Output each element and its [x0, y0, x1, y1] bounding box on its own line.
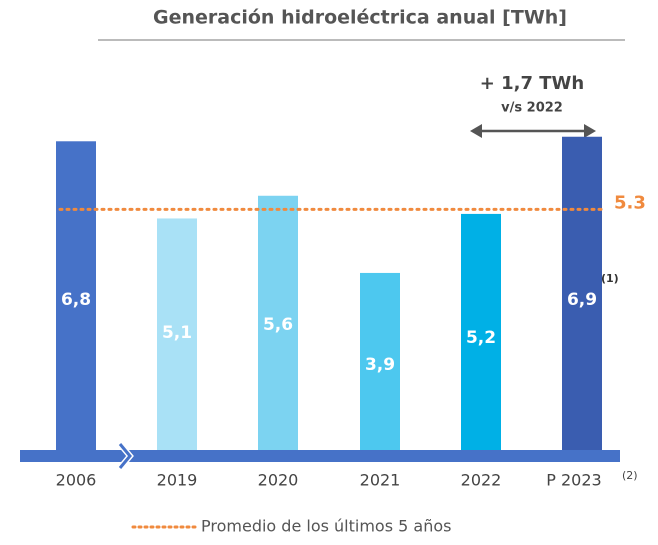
chart-title: Generación hidroeléctrica anual [TWh] [153, 7, 567, 29]
category-note: (2) [622, 469, 638, 482]
value-label: 6,8 [61, 290, 91, 310]
bar [360, 272, 400, 450]
bar [562, 136, 602, 451]
x-tick-label: 2020 [258, 471, 299, 490]
bar [56, 141, 96, 450]
average-label: 5.3 [614, 192, 646, 213]
bar [258, 195, 298, 450]
comparison-label: v/s 2022 [501, 101, 563, 116]
value-note: (1) [601, 272, 619, 285]
difference-label: + 1,7 TWh [480, 73, 584, 94]
x-tick-label: 2006 [56, 471, 97, 490]
x-tick-label: 2021 [360, 471, 401, 490]
x-tick-label: 2022 [461, 471, 502, 490]
legend-label: Promedio de los últimos 5 años [201, 517, 451, 536]
value-label: 5,2 [466, 328, 496, 348]
bar [157, 218, 197, 450]
bar [461, 213, 501, 450]
value-label: 5,1 [162, 323, 192, 343]
value-label: 3,9 [365, 355, 395, 375]
baseline-band [20, 450, 620, 462]
value-label: 5,6 [263, 315, 293, 335]
break-chevron [118, 443, 132, 469]
x-tick-label: 2019 [157, 471, 198, 490]
value-label: 6,9 [567, 290, 597, 310]
x-tick-label: P 2023 [546, 471, 601, 490]
